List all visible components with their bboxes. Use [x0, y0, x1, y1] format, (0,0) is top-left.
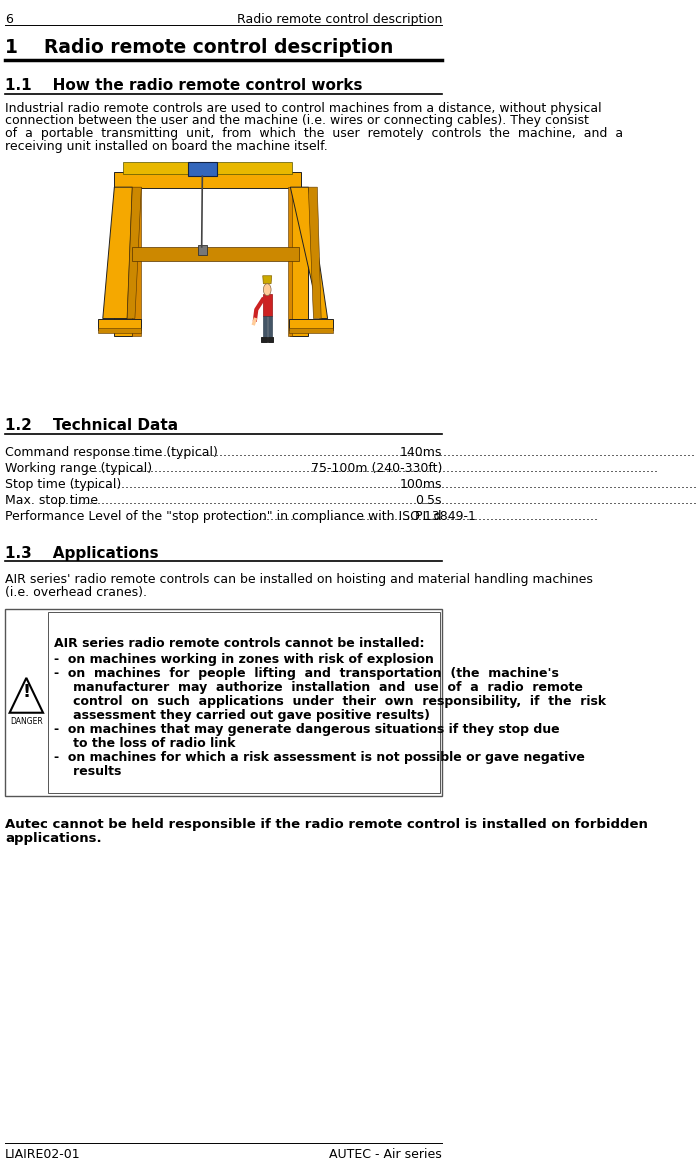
- Text: 1    Radio remote control description: 1 Radio remote control description: [5, 38, 393, 57]
- Polygon shape: [262, 276, 271, 284]
- Text: Stop time (typical): Stop time (typical): [5, 478, 125, 491]
- Bar: [5, 609, 442, 797]
- Bar: [262, 337, 267, 342]
- Text: assessment they carried out gave positive results): assessment they carried out gave positiv…: [61, 708, 430, 722]
- Text: 0.5s: 0.5s: [416, 494, 442, 507]
- Polygon shape: [127, 187, 141, 319]
- Polygon shape: [308, 187, 321, 319]
- Text: manufacturer  may  authorize  installation  and  use  of  a  radio  remote: manufacturer may authorize installation …: [61, 680, 583, 694]
- Text: ................................................................................: ........................................…: [243, 509, 599, 522]
- Bar: [198, 245, 207, 255]
- Bar: [289, 328, 333, 334]
- Text: -  on machines for which a risk assessment is not possible or gave negative: - on machines for which a risk assessmen…: [54, 750, 585, 764]
- Bar: [187, 163, 217, 176]
- Text: Working range (typical): Working range (typical): [5, 462, 157, 475]
- Text: ................................................................................: ........................................…: [54, 494, 696, 507]
- Text: !: !: [22, 683, 31, 701]
- Circle shape: [263, 284, 271, 295]
- Text: Performance Level of the "stop protection" in compliance with ISO 13849-1: Performance Level of the "stop protectio…: [5, 509, 480, 522]
- Polygon shape: [103, 187, 132, 319]
- Bar: [262, 315, 267, 337]
- Text: 1.1    How the radio remote control works: 1.1 How the radio remote control works: [5, 78, 363, 93]
- Text: -  on machines working in zones with risk of explosion: - on machines working in zones with risk…: [54, 652, 434, 666]
- Bar: [132, 247, 299, 261]
- Text: Radio remote control description: Radio remote control description: [237, 13, 442, 26]
- Text: 100ms: 100ms: [400, 478, 442, 491]
- Bar: [97, 319, 141, 330]
- Bar: [47, 612, 440, 793]
- Text: LIAIRE02-01: LIAIRE02-01: [5, 1148, 81, 1161]
- Text: connection between the user and the machine (i.e. wires or connecting cables). T: connection between the user and the mach…: [5, 114, 589, 128]
- Text: Autec cannot be held responsible if the radio remote control is installed on for: Autec cannot be held responsible if the …: [5, 819, 648, 832]
- Text: Industrial radio remote controls are used to control machines from a distance, w: Industrial radio remote controls are use…: [5, 101, 602, 114]
- Text: to the loss of radio link: to the loss of radio link: [61, 736, 236, 750]
- Text: ................................................................................: ........................................…: [82, 462, 658, 475]
- Text: PL d: PL d: [416, 509, 442, 522]
- Text: control  on  such  applications  under  their  own  responsibility,  if  the  ri: control on such applications under their…: [61, 694, 606, 708]
- Text: AIR series radio remote controls cannot be installed:: AIR series radio remote controls cannot …: [54, 637, 425, 650]
- Text: ................................................................................: ........................................…: [108, 445, 696, 459]
- Text: 6: 6: [5, 13, 13, 26]
- Text: 1.3    Applications: 1.3 Applications: [5, 545, 159, 561]
- Text: DANGER: DANGER: [10, 716, 42, 726]
- Polygon shape: [290, 187, 328, 319]
- Bar: [132, 187, 141, 336]
- Text: receiving unit installed on board the machine itself.: receiving unit installed on board the ma…: [5, 141, 328, 154]
- Text: AUTEC - Air series: AUTEC - Air series: [329, 1148, 442, 1161]
- Bar: [268, 337, 273, 342]
- Bar: [289, 319, 333, 330]
- Bar: [114, 187, 132, 336]
- Text: (i.e. overhead cranes).: (i.e. overhead cranes).: [5, 586, 147, 599]
- Text: 1.2    Technical Data: 1.2 Technical Data: [5, 418, 178, 433]
- Text: -  on machines that may generate dangerous situations if they stop due: - on machines that may generate dangerou…: [54, 722, 560, 736]
- Bar: [97, 328, 141, 334]
- Text: 75-100m (240-330ft): 75-100m (240-330ft): [310, 462, 442, 475]
- Bar: [114, 172, 301, 188]
- Text: -  on  machines  for  people  lifting  and  transportation  (the  machine's: - on machines for people lifting and tra…: [54, 666, 559, 680]
- Text: of  a  portable  transmitting  unit,  from  which  the  user  remotely  controls: of a portable transmitting unit, from wh…: [5, 128, 623, 141]
- Bar: [123, 163, 292, 174]
- Text: results: results: [61, 764, 122, 778]
- Text: Command response time (typical): Command response time (typical): [5, 445, 222, 459]
- Bar: [290, 187, 308, 336]
- Text: AIR series' radio remote controls can be installed on hoisting and material hand: AIR series' radio remote controls can be…: [5, 573, 593, 586]
- Text: applications.: applications.: [5, 833, 102, 846]
- Bar: [287, 187, 292, 336]
- Bar: [268, 315, 271, 337]
- Text: 140ms: 140ms: [400, 445, 442, 459]
- Polygon shape: [10, 678, 43, 713]
- Text: Max. stop time: Max. stop time: [5, 494, 102, 507]
- Bar: [262, 293, 271, 315]
- Text: ................................................................................: ........................................…: [70, 478, 696, 491]
